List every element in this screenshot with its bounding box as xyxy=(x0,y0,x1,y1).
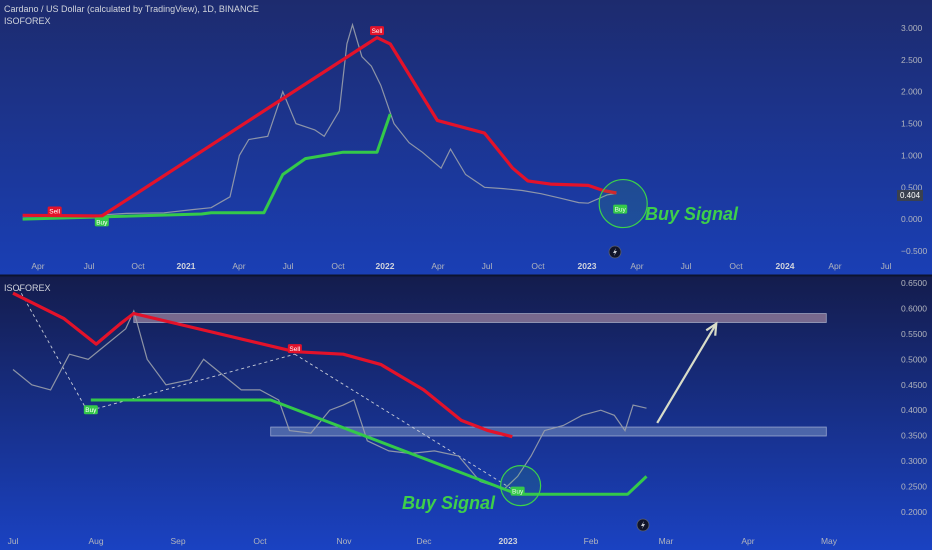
top-pane-background xyxy=(0,0,932,275)
top-symbol-title[interactable]: Cardano / US Dollar (calculated by Tradi… xyxy=(4,4,259,14)
y-tick-label: 0.2000 xyxy=(901,507,927,517)
projection-arrow-head xyxy=(705,321,718,336)
x-tick-label: Oct xyxy=(131,261,145,271)
buy-marker-label: Buy xyxy=(96,219,108,226)
x-tick-label: Jul xyxy=(283,261,294,271)
y-tick-label: 0.5500 xyxy=(901,329,927,339)
y-tick-label: 0.4500 xyxy=(901,380,927,390)
zone-rect xyxy=(270,426,827,437)
y-tick-label: 0.5000 xyxy=(901,354,927,364)
lightning-glyph xyxy=(613,248,617,256)
zone-rect xyxy=(133,313,827,323)
bottom-annotation-text: Buy Signal xyxy=(402,493,496,513)
lightning-glyph xyxy=(641,521,645,529)
x-tick-label: Apr xyxy=(431,261,444,271)
last-price-badge: 0.404 xyxy=(897,190,924,201)
dashed-trendline xyxy=(90,353,295,411)
x-tick-label: 2023 xyxy=(578,261,597,271)
y-tick-label: 2.000 xyxy=(901,87,923,97)
top-annotation-text: Buy Signal xyxy=(645,204,739,224)
sell-marker-label: Sell xyxy=(49,208,60,215)
dashed-trendline xyxy=(294,353,521,495)
x-tick-label: Apr xyxy=(232,261,245,271)
y-tick-label: 0.4000 xyxy=(901,405,927,415)
x-tick-label: Jul xyxy=(84,261,95,271)
y-tick-label: 0.500 xyxy=(901,182,923,192)
resistance-line xyxy=(22,36,617,218)
price-series-line xyxy=(22,22,617,218)
x-tick-label: Aug xyxy=(88,536,103,546)
resistance-line xyxy=(12,291,513,439)
y-tick-label: 1.000 xyxy=(901,150,923,160)
x-tick-label: Apr xyxy=(828,261,841,271)
sell-marker-box xyxy=(47,206,62,216)
x-tick-label: Nov xyxy=(336,536,352,546)
x-tick-label: 2022 xyxy=(376,261,395,271)
y-tick-label: 0.000 xyxy=(901,214,923,224)
sell-marker-box xyxy=(370,26,385,36)
x-tick-label: 2023 xyxy=(499,536,518,546)
y-tick-label: 0.3000 xyxy=(901,456,927,466)
buy-marker-label: Buy xyxy=(85,407,97,414)
buy-marker-box xyxy=(83,405,98,415)
price-series-line xyxy=(12,309,647,490)
sell-marker-label: Sell xyxy=(289,346,300,353)
y-tick-label: 3.000 xyxy=(901,23,923,33)
x-tick-label: Jul xyxy=(881,261,892,271)
x-tick-label: Feb xyxy=(584,536,599,546)
x-tick-label: Jul xyxy=(8,536,19,546)
buy-marker-box xyxy=(94,217,109,227)
projection-arrow-line xyxy=(656,323,718,424)
sell-marker-label: Sell xyxy=(372,28,383,35)
x-tick-label: Jul xyxy=(482,261,493,271)
buy-marker-label: Buy xyxy=(512,489,524,496)
signal-highlight-circle xyxy=(500,465,542,507)
y-tick-label: 0.3500 xyxy=(901,431,927,441)
buy-marker-box xyxy=(510,486,525,496)
x-tick-label: Apr xyxy=(31,261,44,271)
x-tick-label: Dec xyxy=(416,536,432,546)
support-line xyxy=(22,113,392,221)
y-tick-label: 0.6000 xyxy=(901,303,927,313)
bottom-indicator-label[interactable]: ISOFOREX xyxy=(4,283,51,293)
y-tick-label: −0.500 xyxy=(901,246,928,256)
x-tick-label: Jul xyxy=(681,261,692,271)
x-tick-label: Sep xyxy=(170,536,185,546)
sell-marker-box xyxy=(287,344,302,354)
x-tick-label: Oct xyxy=(331,261,345,271)
buy-marker-box xyxy=(613,204,628,214)
x-tick-label: Oct xyxy=(729,261,743,271)
x-tick-label: 2024 xyxy=(776,261,795,271)
y-tick-label: 0.6500 xyxy=(901,278,927,288)
x-tick-label: May xyxy=(821,536,838,546)
y-tick-label: 0.2500 xyxy=(901,482,927,492)
y-tick-label: 1.500 xyxy=(901,119,923,129)
bottom-chart-pane: Buy Sell Buy 0.6500 0.6000 0.5500 0.5000 0.4500… xyxy=(8,278,928,546)
x-tick-label: Mar xyxy=(659,536,674,546)
y-tick-label: 2.500 xyxy=(901,55,923,65)
x-tick-label: 2021 xyxy=(177,261,196,271)
x-tick-label: Oct xyxy=(531,261,545,271)
dashed-trendline xyxy=(18,287,86,408)
buy-marker-label: Buy xyxy=(615,207,627,214)
x-tick-label: Apr xyxy=(630,261,643,271)
top-chart-pane: Sell Buy Sell Buy 3.000 2.500 2.000 1.500 1.000 0… xyxy=(22,22,928,271)
top-indicator-label[interactable]: ISOFOREX xyxy=(4,16,51,26)
signal-highlight-circle xyxy=(598,178,648,229)
x-tick-label: Oct xyxy=(253,536,267,546)
x-tick-label: Apr xyxy=(741,536,754,546)
